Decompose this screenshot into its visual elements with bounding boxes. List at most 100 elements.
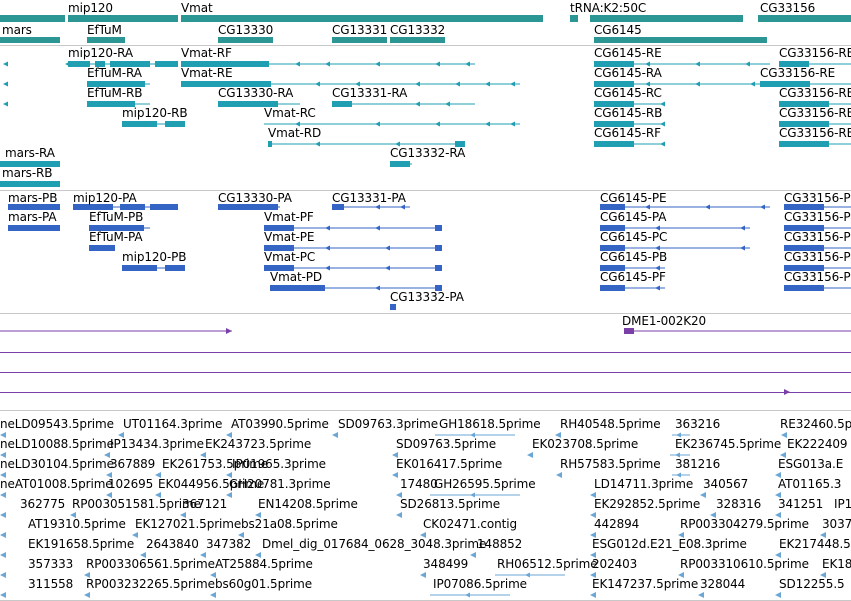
mrna-vmat-rc-strand-arrow[interactable] [485, 121, 490, 127]
est-strand-arrow[interactable] [392, 472, 398, 478]
est-strand-arrow[interactable] [420, 572, 426, 578]
mrna-mars-ra-exon[interactable] [0, 161, 60, 167]
est-strand-arrow[interactable] [775, 512, 781, 518]
mrna-cg6145-re-strand-arrow[interactable] [645, 61, 650, 67]
est-strand-arrow[interactable] [820, 532, 826, 538]
est-strand-arrow[interactable] [775, 592, 781, 598]
protein-mip120-pb-exon[interactable] [165, 265, 185, 271]
mrna-vmat-rc-strand-arrow[interactable] [510, 121, 515, 127]
mrna-cg33156-re-exon[interactable] [779, 101, 829, 107]
mrna-vmat-rf-strand-arrow[interactable] [465, 61, 470, 67]
mrna-cg6145-rc-strand-arrow[interactable] [660, 101, 665, 107]
protein-cg33156-p-exon[interactable] [784, 225, 824, 231]
protein-eftum-pa-exon[interactable] [89, 245, 115, 251]
est-strand-arrow[interactable] [392, 452, 398, 458]
gene-bar[interactable] [590, 15, 743, 22]
protein-vmat-pe-strand-arrow[interactable] [325, 245, 330, 251]
est-strand-arrow[interactable] [118, 432, 124, 438]
mrna-cg6145-re-strand-arrow[interactable] [695, 61, 700, 67]
mrna-cg33156-re-exon[interactable] [779, 61, 809, 67]
mrna-cg6145-re-strand-arrow[interactable] [745, 61, 750, 67]
protein-cg6145-pa-strand-arrow[interactable] [740, 225, 745, 231]
est-strand-arrow[interactable] [590, 512, 596, 518]
protein-vmat-pc-exon[interactable] [264, 265, 294, 271]
est-strand-arrow[interactable] [396, 512, 402, 518]
protein-vmat-pe-strand-arrow[interactable] [385, 245, 390, 251]
est-strand-arrow[interactable] [0, 432, 6, 438]
mrna-vmat-rd-exon[interactable] [268, 141, 272, 147]
est-strand-arrow[interactable] [226, 492, 232, 498]
mrna-vmat-re-strand-arrow[interactable] [415, 81, 420, 87]
mrna-cg6145-rc-exon[interactable] [594, 101, 634, 107]
mrna-cg13332-ra-exon[interactable] [390, 161, 410, 167]
mrna-mip120-rb-exon[interactable] [122, 121, 157, 127]
est-strand-arrow[interactable] [820, 572, 826, 578]
est-strand-arrow[interactable] [180, 512, 186, 518]
protein-mip120-pa-exon[interactable] [150, 204, 178, 210]
protein-cg13331-pa-exon[interactable] [332, 204, 344, 210]
protein-cg6145-pf-exon[interactable] [600, 285, 625, 291]
mrna-vmat-rf-exon[interactable] [181, 61, 269, 67]
est-strand-arrow[interactable] [106, 472, 112, 478]
protein-cg13331-pa-strand-arrow[interactable] [400, 204, 405, 210]
est-strand-arrow[interactable] [675, 452, 680, 458]
est-strand-arrow[interactable] [590, 532, 596, 538]
est-strand-arrow[interactable] [590, 492, 596, 498]
est-strand-arrow[interactable] [775, 552, 781, 558]
protein-mars-pa-exon[interactable] [8, 225, 60, 231]
est-strand-arrow[interactable] [104, 452, 110, 458]
est-strand-arrow[interactable] [396, 492, 402, 498]
mrna-vmat-rf-strand-arrow[interactable] [375, 61, 380, 67]
est-strand-arrow[interactable] [84, 572, 90, 578]
mrna-mip120-ra-strand-arrow[interactable] [100, 61, 105, 67]
protein-cg6145-pa-strand-arrow[interactable] [655, 225, 660, 231]
est-strand-arrow[interactable] [226, 432, 232, 438]
gene-bar[interactable] [332, 37, 387, 43]
mrna-strand-arrow[interactable] [3, 101, 8, 107]
est-strand-arrow[interactable] [781, 432, 787, 438]
mrna-cg13331-ra-exon[interactable] [332, 101, 352, 107]
est-strand-arrow[interactable] [0, 592, 6, 598]
gene-bar[interactable] [758, 15, 851, 22]
mrna-cg13331-ra-strand-arrow[interactable] [415, 101, 420, 107]
est-strand-arrow[interactable] [106, 492, 112, 498]
protein-vmat-pc-strand-arrow[interactable] [325, 265, 330, 271]
gene-bar[interactable] [87, 37, 125, 43]
est-strand-arrow[interactable] [775, 492, 781, 498]
gene-bar[interactable] [181, 15, 543, 22]
est-strand-arrow[interactable] [470, 432, 475, 438]
protein-vmat-pf-exon[interactable] [435, 225, 442, 231]
mrna-vmat-rc-strand-arrow[interactable] [375, 121, 380, 127]
mrna-mip120-ra-exon[interactable] [68, 61, 90, 67]
mrna-vmat-re-strand-arrow[interactable] [485, 81, 490, 87]
est-strand-arrow[interactable] [132, 532, 138, 538]
est-strand-arrow[interactable] [590, 592, 596, 598]
protein-mip120-pa-exon[interactable] [120, 204, 145, 210]
protein-cg6145-pf-strand-arrow[interactable] [655, 285, 660, 291]
mrna-vmat-re-strand-arrow[interactable] [315, 81, 320, 87]
mrna-cg6145-rb-exon[interactable] [594, 121, 634, 127]
mrna-cg6145-ra-strand-arrow[interactable] [750, 81, 755, 87]
mrna-eftum-rb-exon[interactable] [87, 101, 135, 107]
gene-bar[interactable] [0, 37, 60, 43]
est-strand-arrow[interactable] [0, 492, 6, 498]
mrna-cg13330-ra-exon[interactable] [218, 101, 278, 107]
mrna-mip120-ra-strand-arrow[interactable] [65, 61, 70, 67]
est-strand-arrow[interactable] [676, 472, 681, 478]
protein-vmat-pd-strand-arrow[interactable] [375, 285, 380, 291]
protein-mars-pb-exon[interactable] [8, 204, 60, 210]
mrna-strand-arrow[interactable] [3, 81, 8, 87]
est-strand-arrow[interactable] [525, 572, 530, 578]
cdna-alignment-line[interactable] [0, 352, 851, 353]
est-strand-arrow[interactable] [0, 552, 6, 558]
est-strand-arrow[interactable] [470, 492, 475, 498]
protein-eftum-pb-exon[interactable] [89, 225, 144, 231]
mrna-cg6145-rf-strand-arrow[interactable] [660, 141, 665, 147]
mrna-vmat-rd-exon[interactable] [455, 141, 465, 147]
protein-cg33156-p-exon[interactable] [784, 245, 824, 251]
mrna-cg33156-re-exon[interactable] [760, 81, 810, 87]
est-strand-arrow[interactable] [210, 572, 216, 578]
mrna-mip120-rb-exon[interactable] [165, 121, 185, 127]
mrna-eftum-ra-exon[interactable] [87, 81, 145, 87]
protein-cg6145-pb-strand-arrow[interactable] [655, 265, 660, 271]
